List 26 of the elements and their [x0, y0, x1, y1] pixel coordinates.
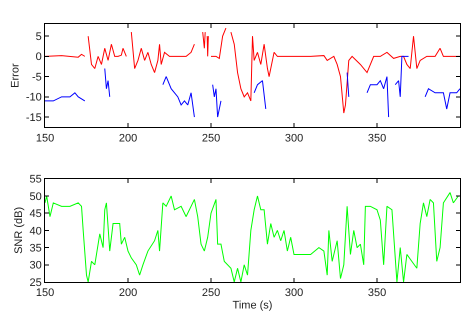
y-tick-label: -10 [26, 92, 42, 104]
y-axis-title: SNR (dB) [13, 206, 26, 254]
x-tick-label: 250 [202, 287, 220, 300]
y-tick-label: 40 [30, 225, 42, 238]
x-tick-label: 150 [36, 132, 54, 144]
y-tick-label: 5 [36, 30, 42, 43]
line-series [45, 192, 459, 282]
x-tick-label: 300 [284, 287, 304, 300]
x-tick-label: 150 [36, 287, 54, 300]
y-tick-label: 25 [30, 276, 42, 289]
x-axis-title: Time (s) [232, 299, 272, 312]
y-tick-label: 50 [30, 190, 42, 203]
x-tick-label: 350 [368, 287, 386, 300]
y-tick-label: 35 [30, 242, 42, 254]
y-tick-label: 45 [30, 208, 42, 220]
x-tick-label: 200 [118, 132, 138, 144]
x-tick-label: 250 [202, 132, 220, 144]
y-tick-label: 0 [36, 51, 42, 64]
y-tick-label: -15 [26, 112, 42, 124]
x-tick-label: 200 [118, 287, 138, 300]
y-tick-label: 55 [30, 174, 42, 186]
y-tick-label: -5 [32, 71, 42, 84]
x-tick-label: 350 [368, 132, 386, 144]
y-tick-label: 30 [30, 260, 42, 272]
y-axis-title: Error [10, 63, 22, 88]
x-tick-label: 300 [284, 132, 304, 144]
